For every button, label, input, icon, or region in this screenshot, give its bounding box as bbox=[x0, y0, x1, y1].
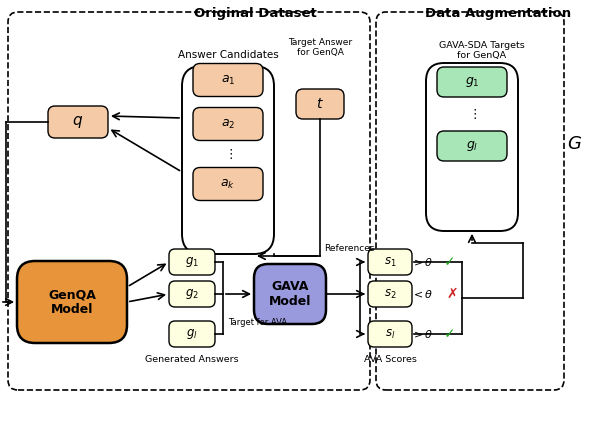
Text: $G$: $G$ bbox=[568, 135, 582, 153]
FancyBboxPatch shape bbox=[182, 66, 274, 254]
FancyBboxPatch shape bbox=[169, 281, 215, 307]
Text: $g_l$: $g_l$ bbox=[186, 327, 198, 341]
Text: $\vdots$: $\vdots$ bbox=[468, 107, 477, 121]
Text: $s_l$: $s_l$ bbox=[385, 327, 395, 341]
Text: $g_1$: $g_1$ bbox=[185, 255, 199, 269]
FancyBboxPatch shape bbox=[426, 63, 518, 231]
Text: Target for AVA: Target for AVA bbox=[228, 318, 287, 327]
Text: $\vdots$: $\vdots$ bbox=[224, 147, 233, 161]
Text: $a_2$: $a_2$ bbox=[221, 117, 235, 130]
Text: Original Dataset: Original Dataset bbox=[194, 8, 316, 21]
FancyBboxPatch shape bbox=[193, 63, 263, 97]
FancyBboxPatch shape bbox=[193, 108, 263, 141]
FancyBboxPatch shape bbox=[17, 261, 127, 343]
Text: $a_k$: $a_k$ bbox=[221, 177, 236, 191]
Text: $q$: $q$ bbox=[72, 114, 84, 130]
Text: $<\theta$: $<\theta$ bbox=[411, 288, 433, 300]
Text: Data Augmentation: Data Augmentation bbox=[425, 8, 571, 21]
FancyBboxPatch shape bbox=[437, 67, 507, 97]
Text: $a_1$: $a_1$ bbox=[221, 73, 235, 87]
Text: ✓: ✓ bbox=[444, 255, 456, 269]
Text: $g_1$: $g_1$ bbox=[465, 75, 480, 89]
Text: $t$: $t$ bbox=[316, 97, 324, 111]
Text: GenQA
Model: GenQA Model bbox=[48, 288, 96, 316]
Text: Answer Candidates: Answer Candidates bbox=[178, 50, 279, 60]
FancyBboxPatch shape bbox=[368, 249, 412, 275]
Text: $>\theta$: $>\theta$ bbox=[411, 256, 433, 268]
FancyBboxPatch shape bbox=[169, 321, 215, 347]
Text: ✓: ✓ bbox=[444, 327, 456, 341]
Text: ✗: ✗ bbox=[446, 287, 458, 301]
FancyBboxPatch shape bbox=[296, 89, 344, 119]
FancyBboxPatch shape bbox=[437, 131, 507, 161]
Text: References: References bbox=[324, 244, 374, 253]
FancyBboxPatch shape bbox=[254, 264, 326, 324]
FancyBboxPatch shape bbox=[169, 249, 215, 275]
Text: GAVA-SDA Targets
for GenQA: GAVA-SDA Targets for GenQA bbox=[439, 41, 525, 60]
FancyBboxPatch shape bbox=[368, 321, 412, 347]
FancyBboxPatch shape bbox=[48, 106, 108, 138]
Text: Target Answer
for GenQA: Target Answer for GenQA bbox=[288, 38, 352, 57]
Text: $s_1$: $s_1$ bbox=[384, 255, 396, 268]
FancyBboxPatch shape bbox=[193, 168, 263, 200]
Text: $s_2$: $s_2$ bbox=[384, 287, 396, 300]
Text: Generated Answers: Generated Answers bbox=[145, 355, 239, 365]
Text: $g_l$: $g_l$ bbox=[466, 139, 478, 153]
Text: AVA Scores: AVA Scores bbox=[364, 355, 416, 365]
FancyBboxPatch shape bbox=[368, 281, 412, 307]
Text: $g_2$: $g_2$ bbox=[185, 287, 199, 301]
Text: $>\theta$: $>\theta$ bbox=[411, 328, 433, 340]
Text: GAVA
Model: GAVA Model bbox=[269, 280, 311, 308]
